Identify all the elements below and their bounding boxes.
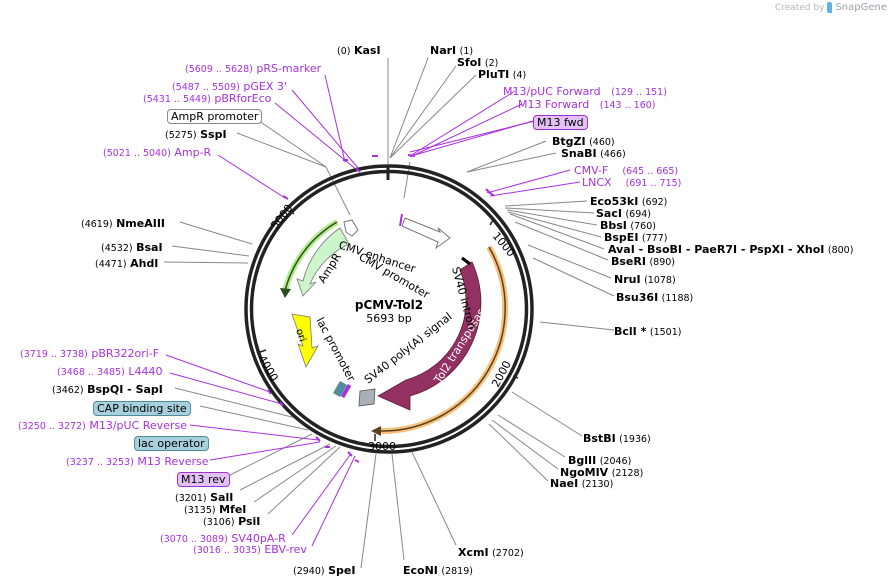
enzyme-label[interactable]: (3462) BspQI - SapI — [52, 383, 163, 396]
primer-label[interactable]: (3468 .. 3485) L4440 — [57, 365, 163, 378]
enzyme-label[interactable]: BclI * (1501) — [614, 325, 682, 338]
snapgene-credit: Created by SnapGene — [775, 2, 887, 13]
enzyme-label[interactable]: NruI (1078) — [614, 273, 676, 286]
primer-label[interactable]: M13 Forward (143 .. 160) — [518, 98, 656, 111]
enzyme-label[interactable]: (3106) PsiI — [203, 515, 261, 528]
primer-label[interactable]: LNCX (691 .. 715) — [582, 176, 682, 189]
ampr-orf-line — [284, 221, 338, 292]
sv40-intron-marker — [461, 256, 471, 266]
enzyme-label[interactable]: NgoMIV (2128) — [560, 466, 644, 479]
enzyme-label[interactable]: (0) KasI — [337, 44, 381, 57]
sv40-polya-feature[interactable] — [358, 388, 376, 407]
cmv-feature[interactable] — [401, 217, 451, 250]
enzyme-label[interactable]: XcmI (2702) — [458, 546, 524, 559]
enzyme-label[interactable]: BglII (2046) — [568, 454, 632, 467]
primer-label[interactable]: (5021 .. 5040) Amp-R — [103, 146, 212, 159]
enzyme-label[interactable]: Bsu36I (1188) — [616, 291, 694, 304]
ori-feature-label: ori — [293, 328, 307, 344]
enzyme-label[interactable]: NarI (1) — [430, 44, 474, 57]
enzyme-label[interactable]: BspEI (777) — [604, 231, 668, 244]
primer-label[interactable]: (5431 .. 5449) pBRforEco — [143, 92, 272, 105]
m13-rev-label[interactable]: M13 rev — [177, 472, 230, 487]
enzyme-label[interactable]: Eco53kI (692) — [590, 195, 668, 208]
credit-brand: SnapGene — [835, 2, 887, 13]
enzyme-label[interactable]: SfoI (2) — [457, 56, 499, 69]
ampr-feature[interactable] — [296, 227, 350, 297]
enzyme-label[interactable]: (4471) AhdI — [95, 257, 159, 270]
enzyme-label[interactable]: EcoNI (2819) — [403, 564, 473, 577]
primer-label[interactable]: (3719 .. 3738) pBR322ori-F — [20, 347, 160, 360]
primer-label[interactable]: M13/pUC Forward (129 .. 151) — [503, 85, 667, 98]
ampr-promoter-feature[interactable] — [343, 219, 359, 237]
primer-label[interactable]: (5609 .. 5628) pRS-marker — [185, 62, 322, 75]
enzyme-label[interactable]: (4619) NmeAIII — [81, 217, 166, 230]
primer-label[interactable]: (3237 .. 3253) M13 Reverse — [66, 455, 209, 468]
tol2-orf-line — [380, 246, 506, 432]
primer-label[interactable]: CMV-F (645 .. 665) — [574, 164, 679, 177]
cmv-primer-mark — [399, 213, 403, 227]
scale-ticks — [259, 209, 519, 441]
enzyme-label[interactable]: NaeI (2130) — [550, 477, 614, 490]
primer-label[interactable]: (3250 .. 3272) M13/pUC Reverse — [18, 419, 187, 432]
primer-label[interactable]: (3070 .. 3089) SV40pA-R — [160, 532, 286, 545]
lac-operator-feature[interactable] — [333, 380, 347, 398]
tol2-orf-arrow-icon — [371, 426, 381, 436]
ampr-promoter-label[interactable]: AmpR promoter — [167, 109, 263, 124]
enzyme-label[interactable]: (3201) SalI — [175, 491, 234, 504]
enzyme-label[interactable]: (2940) SpeI — [293, 564, 356, 577]
enzyme-label[interactable]: SnaBI (466) — [561, 147, 626, 160]
ampr-orf-arrow-icon — [280, 288, 291, 298]
enzyme-label[interactable]: BtgZI (460) — [552, 135, 615, 148]
credit-prefix: Created by — [774, 2, 825, 13]
enzyme-label[interactable]: (3135) MfeI — [184, 503, 247, 516]
plasmid-name: pCMV-Tol2 — [354, 298, 424, 312]
enzyme-label[interactable]: PluTI (4) — [478, 68, 527, 81]
lac-promoter-label: lac promoter — [313, 315, 358, 384]
enzyme-label[interactable]: (5275) SspI — [165, 128, 227, 141]
snapgene-logo-icon — [827, 2, 833, 13]
tol2-transposase-feature[interactable] — [377, 261, 482, 411]
cap-binding-site-label[interactable]: CAP binding site — [93, 401, 191, 416]
plasmid-length: 5693 bp — [366, 312, 412, 325]
enzyme-label[interactable]: AvaI - BsoBI - PaeR7I - PspXI - XhoI (80… — [608, 243, 854, 256]
enzyme-label[interactable]: BseRI (890) — [611, 255, 676, 268]
enzyme-leader-lines — [163, 57, 615, 569]
lac-primer-feature — [340, 383, 352, 399]
lac-operator-label[interactable]: lac operator — [134, 436, 209, 451]
primer-label[interactable]: (5487 .. 5509) pGEX 3' — [172, 80, 287, 93]
enzyme-label[interactable]: BbsI (760) — [600, 219, 656, 232]
primer-marks — [267, 154, 495, 463]
enzyme-label[interactable]: BstBI (1936) — [583, 432, 651, 445]
primer-leader-lines — [165, 74, 581, 547]
ori-feature[interactable] — [291, 313, 319, 368]
primer-label[interactable]: (3016 .. 3035) EBV-rev — [193, 543, 307, 556]
enzyme-label[interactable]: (4532) BsaI — [101, 241, 163, 254]
enzyme-label[interactable]: SacI (694) — [596, 207, 652, 220]
m13-fwd-label[interactable]: M13 fwd — [533, 115, 588, 130]
tick-3000: 3000 — [368, 440, 396, 453]
